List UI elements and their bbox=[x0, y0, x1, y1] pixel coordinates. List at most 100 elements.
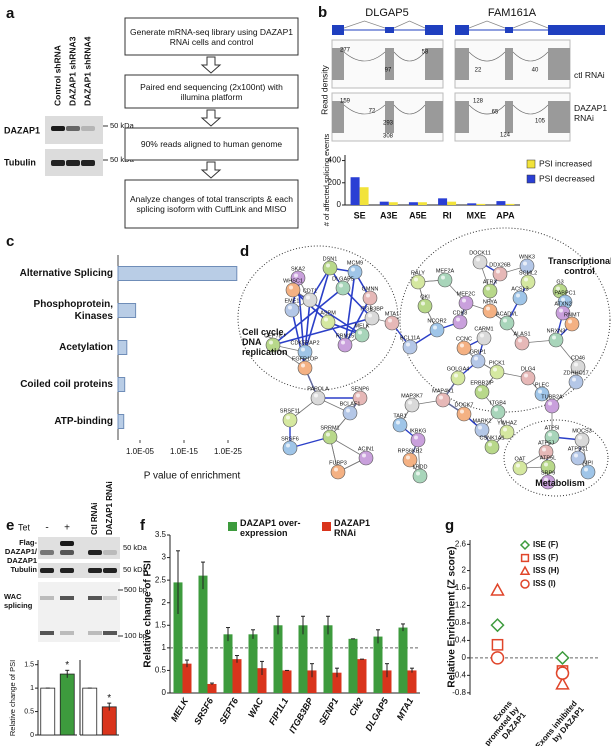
junction bbox=[343, 104, 386, 115]
legend-swatch bbox=[322, 522, 331, 531]
node-highlight bbox=[523, 261, 527, 266]
node-label: PABPC1 bbox=[554, 290, 575, 296]
significance: * bbox=[65, 660, 69, 671]
y-tick-label: 2.5 bbox=[155, 575, 167, 584]
network-node bbox=[392, 417, 408, 433]
node-highlight bbox=[578, 435, 582, 440]
network-node bbox=[404, 397, 420, 413]
node-label: ZDHHC17 bbox=[563, 370, 588, 376]
network-node bbox=[484, 439, 500, 455]
x-tick-label: DLGAP5 bbox=[363, 695, 390, 732]
node-highlight bbox=[561, 297, 565, 302]
node-highlight bbox=[339, 283, 343, 288]
node-label: DSN1 bbox=[323, 256, 338, 262]
node-label: MOCS3 bbox=[572, 428, 592, 434]
gel-band bbox=[40, 596, 54, 600]
x-tick-label: 1.0E-05 bbox=[126, 447, 155, 456]
node-label: CARM1 bbox=[474, 326, 493, 332]
lane-label: DAZAP1 shRNA3 bbox=[67, 36, 77, 106]
blot-band bbox=[81, 126, 95, 131]
treatment-label: Tet bbox=[18, 522, 31, 532]
node-highlight bbox=[421, 301, 425, 306]
flow-box bbox=[124, 179, 299, 229]
node-label: TAB1 bbox=[393, 413, 406, 419]
node-label: ACADVL bbox=[496, 311, 518, 317]
bar bbox=[232, 659, 242, 693]
cluster-label: Metabolism bbox=[535, 478, 585, 488]
network-node bbox=[544, 398, 560, 414]
network-node bbox=[310, 390, 326, 406]
node-label: ACSL3 bbox=[511, 286, 528, 292]
bar bbox=[198, 575, 208, 693]
node-label: SENP6 bbox=[351, 386, 369, 392]
node-highlight bbox=[408, 400, 412, 405]
node-highlight bbox=[572, 377, 576, 382]
y-tick-label: 2.6 bbox=[455, 539, 467, 548]
coverage bbox=[332, 48, 344, 80]
node-label: RPS6KB2 bbox=[398, 448, 423, 454]
coverage bbox=[455, 48, 469, 80]
network-node bbox=[472, 254, 488, 270]
blot-band bbox=[40, 550, 54, 555]
network-node bbox=[282, 440, 298, 456]
marker-label: 50 kDa bbox=[110, 155, 135, 164]
network-node bbox=[297, 360, 313, 376]
bar bbox=[467, 203, 477, 205]
marker bbox=[490, 651, 505, 665]
y-tick-label: 400 bbox=[328, 156, 342, 165]
node-label: BCLAF1 bbox=[340, 401, 361, 407]
y-tick-label: 3 bbox=[162, 553, 167, 562]
gel-band bbox=[60, 596, 74, 600]
network-node bbox=[482, 303, 498, 319]
coverage bbox=[385, 48, 394, 80]
network-node bbox=[342, 405, 358, 421]
node-label: FGFR1OP bbox=[292, 356, 318, 362]
junction-count: 308 bbox=[383, 134, 394, 140]
node-label: GRIP1 bbox=[470, 349, 487, 355]
node-highlight bbox=[503, 427, 507, 432]
node-label: ITGB4 bbox=[490, 400, 506, 406]
node-highlight bbox=[346, 408, 350, 413]
lane-label: Control shRNA bbox=[52, 45, 62, 106]
node-label: BCL11A bbox=[400, 335, 420, 341]
significance: * bbox=[107, 693, 111, 704]
bar bbox=[447, 201, 457, 205]
y-tick-label: 1.6 bbox=[455, 583, 467, 592]
gel-band bbox=[88, 596, 102, 600]
blot-band bbox=[103, 568, 117, 573]
y-tick-label: 0 bbox=[337, 200, 342, 209]
network-edge bbox=[344, 271, 356, 346]
network-node bbox=[284, 302, 300, 318]
network-node bbox=[474, 384, 490, 400]
intron bbox=[343, 20, 386, 29]
node-highlight bbox=[356, 393, 360, 398]
node-highlight bbox=[406, 455, 410, 460]
legend-label: ISS (I) bbox=[533, 579, 556, 588]
network-node bbox=[574, 432, 590, 448]
x-tick-label: RI bbox=[443, 210, 452, 220]
coverage bbox=[332, 101, 344, 133]
junction-count: 293 bbox=[383, 121, 394, 127]
legend-label: PSI decreased bbox=[539, 173, 595, 183]
bar bbox=[438, 198, 448, 205]
legend-label: DAZAP1 over-expression bbox=[240, 518, 301, 538]
node-highlight bbox=[488, 442, 492, 447]
tet-state: - bbox=[45, 523, 48, 534]
node-label: G3 bbox=[556, 279, 563, 285]
x-tick-label: ITGB3BP bbox=[287, 695, 316, 735]
coverage bbox=[548, 101, 570, 133]
junction-count: 277 bbox=[340, 48, 351, 54]
y-tick-label: 2 bbox=[162, 598, 167, 607]
x-tick-label: MELK bbox=[169, 695, 191, 723]
node-label: MARK2 bbox=[473, 418, 492, 424]
bar bbox=[350, 177, 360, 205]
node-highlight bbox=[416, 471, 420, 476]
node-label: PLEC bbox=[535, 382, 549, 388]
node-label: FUBP3 bbox=[329, 460, 347, 466]
blot bbox=[38, 537, 120, 559]
node-highlight bbox=[314, 393, 318, 398]
legend-swatch bbox=[526, 174, 536, 184]
node-highlight bbox=[574, 453, 578, 458]
node-highlight bbox=[559, 308, 563, 313]
bar bbox=[117, 377, 126, 392]
